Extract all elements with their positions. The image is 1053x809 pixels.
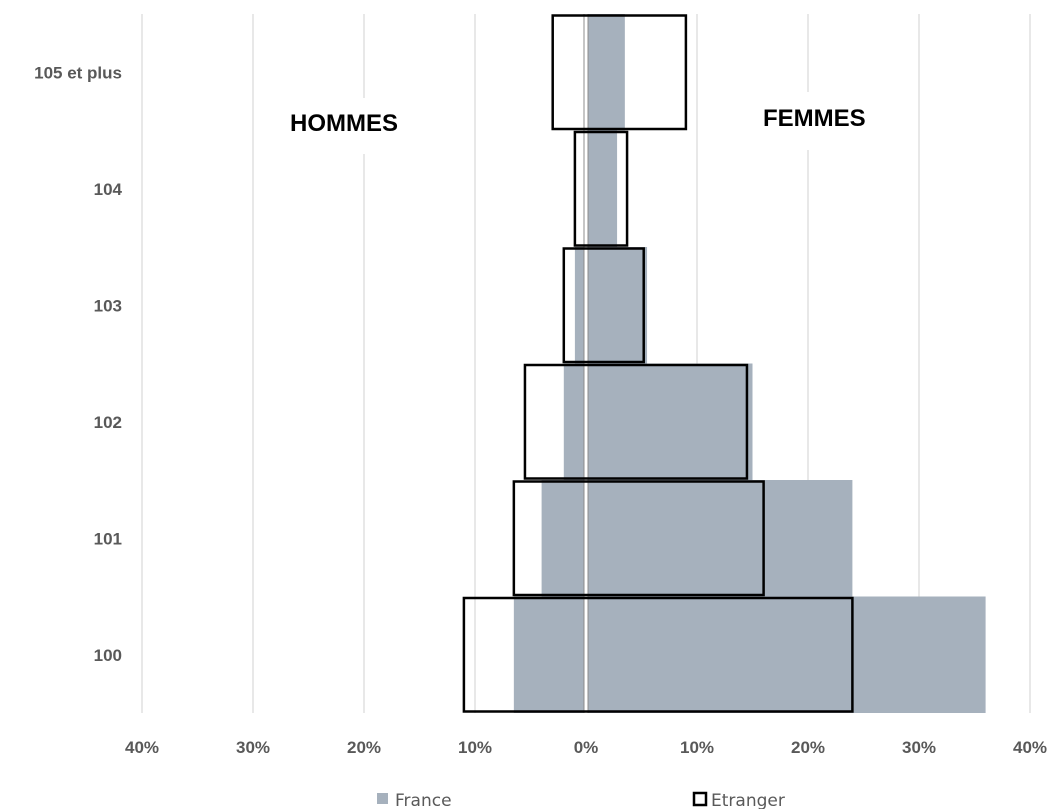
france-bar bbox=[513, 596, 986, 713]
y-tick-label: 101 bbox=[94, 529, 122, 548]
france-bar bbox=[563, 363, 753, 480]
etranger-bar bbox=[523, 363, 749, 480]
legend-etranger-label: Etranger bbox=[711, 791, 785, 809]
etranger-bar bbox=[551, 14, 688, 131]
y-tick-label: 104 bbox=[94, 180, 123, 199]
x-tick-label: 0% bbox=[574, 738, 599, 757]
femmes-label-bg bbox=[755, 92, 900, 150]
etranger-bar bbox=[573, 130, 629, 247]
hommes-label: HOMMES bbox=[290, 110, 398, 137]
legend: France Etranger bbox=[377, 791, 785, 809]
y-tick-label: 103 bbox=[94, 296, 122, 315]
etranger-bar bbox=[562, 247, 645, 364]
legend-france-label: France bbox=[395, 791, 452, 809]
etranger-bar bbox=[512, 480, 765, 597]
legend-etranger-swatch bbox=[692, 791, 708, 807]
etranger-series bbox=[462, 14, 854, 713]
etranger-bar bbox=[462, 596, 854, 713]
x-tick-label: 40% bbox=[125, 738, 159, 757]
x-tick-label: 30% bbox=[236, 738, 270, 757]
zero-axis bbox=[583, 14, 589, 713]
y-tick-label: 100 bbox=[94, 646, 122, 665]
y-tick-label: 105 et plus bbox=[34, 63, 122, 82]
france-bar bbox=[541, 480, 853, 597]
x-tick-label: 40% bbox=[1013, 738, 1047, 757]
france-bar bbox=[586, 14, 625, 131]
x-tick-label: 30% bbox=[902, 738, 936, 757]
y-tick-label: 102 bbox=[94, 413, 122, 432]
y-tick-labels: 105 et plus 104 103 102 101 100 bbox=[34, 63, 122, 665]
x-tick-labels: 40% 30% 20% 10% 0% 10% 20% 30% 40% bbox=[125, 738, 1047, 757]
femmes-label: FEMMES bbox=[763, 105, 866, 132]
france-bar bbox=[586, 130, 618, 247]
hommes-label-bg bbox=[282, 98, 430, 154]
france-series bbox=[513, 14, 986, 713]
x-tick-label: 20% bbox=[791, 738, 825, 757]
legend-france-swatch bbox=[377, 793, 388, 804]
x-tick-label: 10% bbox=[458, 738, 492, 757]
x-tick-label: 10% bbox=[680, 738, 714, 757]
x-tick-label: 20% bbox=[347, 738, 381, 757]
